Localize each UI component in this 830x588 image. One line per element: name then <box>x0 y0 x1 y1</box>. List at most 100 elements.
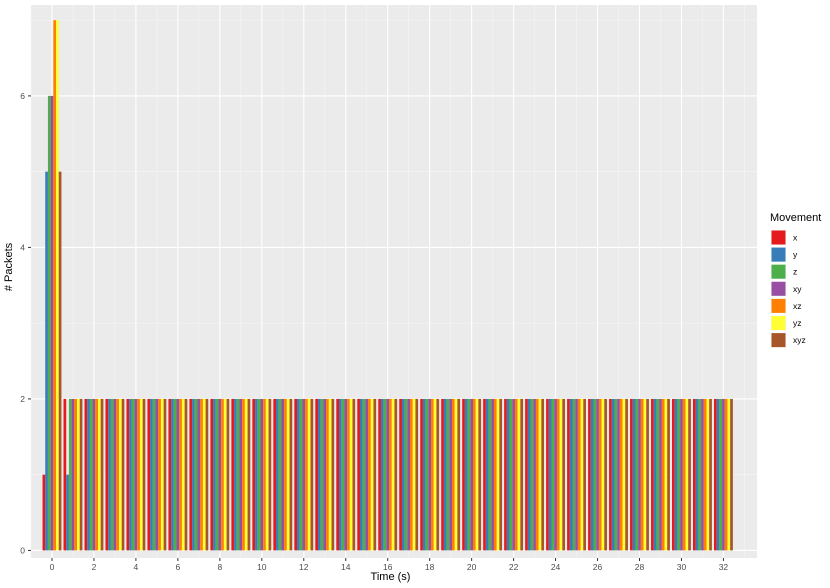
x-tick-label: 4 <box>134 562 139 572</box>
bar-xyz <box>541 398 545 551</box>
bar-xz <box>703 398 707 551</box>
bar-z <box>656 398 660 551</box>
x-tick-label: 16 <box>383 562 393 572</box>
bar-z <box>131 398 135 551</box>
bar-y <box>506 398 510 551</box>
bar-xyz <box>79 398 83 551</box>
bar-y <box>632 398 636 551</box>
bar-y <box>485 398 489 551</box>
y-axis: 0 2 4 6 <box>20 91 31 555</box>
bar-xz <box>619 398 623 551</box>
bar-z <box>236 398 240 551</box>
bar-x <box>588 398 591 551</box>
x-tick-label: 2 <box>92 562 97 572</box>
bar-yz <box>328 398 332 551</box>
bar-x <box>294 398 298 551</box>
bar-z <box>278 398 282 551</box>
bar-xz <box>116 398 119 551</box>
bar-xy <box>386 398 390 551</box>
bar-z <box>299 398 303 551</box>
bar-xyz <box>625 398 628 551</box>
bar-x <box>189 398 193 551</box>
bar-y <box>401 398 405 551</box>
bar-x <box>651 398 654 551</box>
y-tick-label: 0 <box>20 545 25 555</box>
bar-xyz <box>205 398 209 551</box>
bar-y <box>695 398 699 551</box>
bar-z <box>572 398 576 551</box>
bar-xz <box>535 398 539 551</box>
bar-x <box>483 398 486 551</box>
x-tick-label: 14 <box>341 562 351 572</box>
legend-swatch-xy <box>771 281 786 296</box>
y-tick-label: 2 <box>20 394 25 404</box>
bar-xy <box>512 398 515 551</box>
bar-y <box>255 398 258 551</box>
bar-yz <box>580 398 584 551</box>
bar-xz <box>284 398 287 551</box>
bar-xyz <box>247 398 251 551</box>
bar-xy <box>71 398 75 551</box>
bar-x <box>713 398 717 551</box>
bar-xyz <box>457 398 461 551</box>
bar-yz <box>601 398 605 551</box>
bar-xy <box>491 398 494 551</box>
bar-y <box>234 398 237 551</box>
x-tick-label: 12 <box>299 562 309 572</box>
bar-xyz <box>100 398 104 551</box>
bar-xyz <box>730 398 733 551</box>
x-tick-label: 30 <box>677 562 687 572</box>
bar-yz <box>517 398 521 551</box>
bar-xz <box>472 398 476 551</box>
bar-xyz <box>163 398 167 551</box>
legend-swatch-xz <box>771 298 786 313</box>
bar-x <box>609 398 612 551</box>
legend-swatch-yz <box>771 316 786 330</box>
legend-swatch-x <box>771 230 786 245</box>
x-tick-label: 0 <box>50 562 55 572</box>
bar-xyz <box>310 398 314 551</box>
bar-xz <box>53 20 57 551</box>
bar-xy <box>302 398 306 551</box>
bar-z <box>614 398 618 551</box>
bar-xyz <box>583 398 586 551</box>
bar-z <box>257 398 261 551</box>
bar-y <box>108 398 111 551</box>
bar-y <box>338 398 342 551</box>
bar-xy <box>407 398 411 551</box>
bar-z <box>383 398 387 551</box>
bar-xy <box>197 398 201 551</box>
bar-x <box>378 398 381 551</box>
bar-z <box>530 398 534 551</box>
bar-xz <box>158 398 161 551</box>
bar-x <box>273 398 277 551</box>
bar-xyz <box>709 398 712 551</box>
bar-z <box>488 398 492 551</box>
bar-x <box>546 398 549 551</box>
bar-z <box>677 398 681 551</box>
bar-xy <box>155 398 159 551</box>
bar-x <box>231 398 235 551</box>
legend-title: Movement <box>770 212 821 224</box>
bar-yz <box>454 398 458 551</box>
bar-z <box>551 398 555 551</box>
bar-yz <box>664 398 668 551</box>
bar-xz <box>598 398 602 551</box>
bar-y <box>653 398 657 551</box>
bar-yz <box>538 398 542 551</box>
bar-z <box>593 398 597 551</box>
bar-xy <box>176 398 180 551</box>
legend-label-xz: xz <box>793 301 802 311</box>
bar-xz <box>368 398 371 551</box>
bar-x <box>504 398 507 551</box>
bar-yz <box>265 398 269 551</box>
bar-xy <box>554 398 557 551</box>
bar-xz <box>347 398 350 551</box>
bar-yz <box>244 398 248 551</box>
bar-xz <box>556 398 560 551</box>
bar-xyz <box>499 398 503 551</box>
bar-y <box>443 398 447 551</box>
bar-yz <box>307 398 311 551</box>
bar-xyz <box>121 398 125 551</box>
